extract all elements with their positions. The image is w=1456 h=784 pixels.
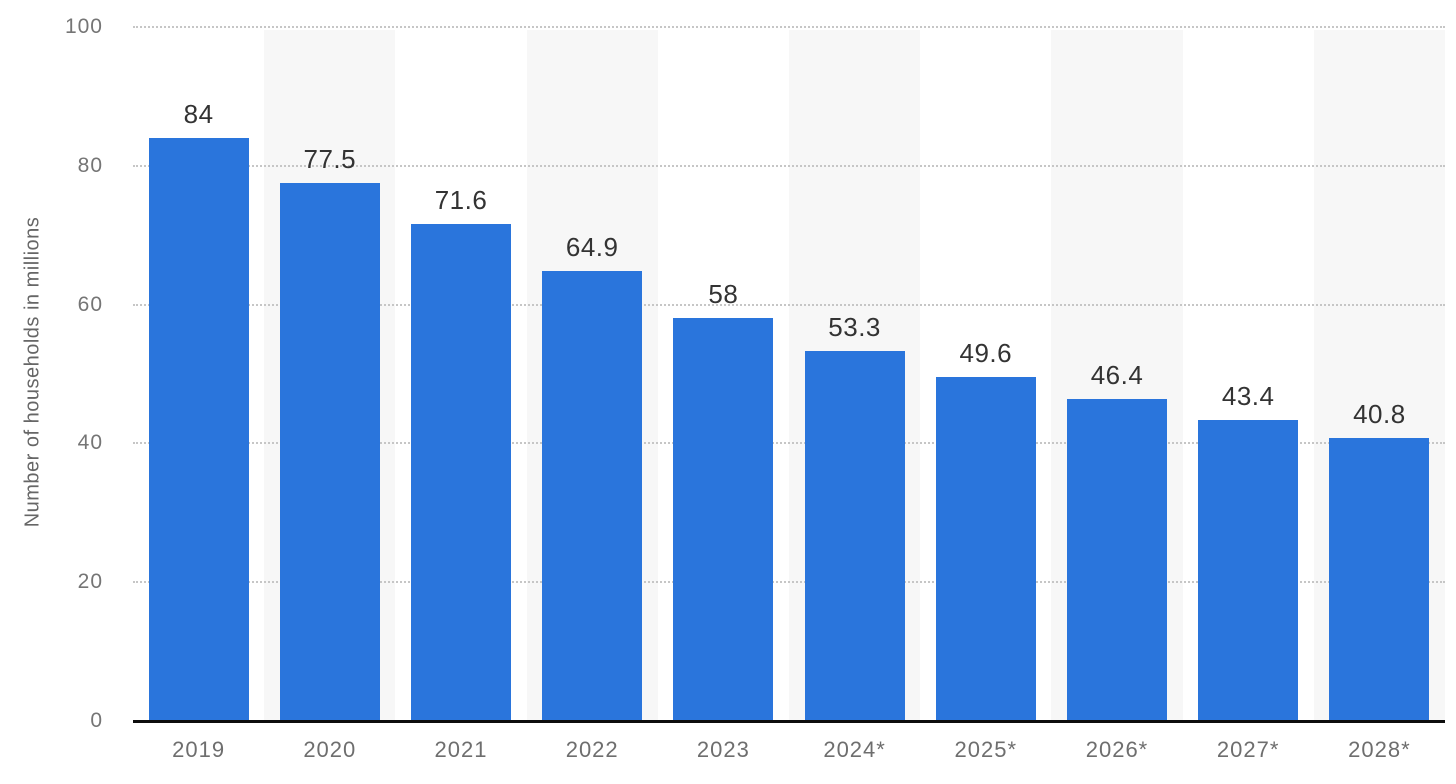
bar-value-label: 71.6 xyxy=(434,185,488,216)
bar-2024* xyxy=(804,351,905,721)
bar-2023 xyxy=(673,318,774,721)
bar-2028* xyxy=(1329,437,1430,721)
x-tick-label-2020: 2020 xyxy=(303,737,357,762)
y-tick-label: 100 xyxy=(64,15,103,38)
bar-value-label: 40.8 xyxy=(1353,398,1406,429)
x-tick-label-2028*: 2028* xyxy=(1348,737,1411,762)
y-tick-label: 40 xyxy=(77,431,103,455)
x-tick-label-2025*: 2025* xyxy=(954,737,1018,762)
bar-2027* xyxy=(1198,419,1299,721)
gridline-80 xyxy=(133,164,1445,167)
bar-2019 xyxy=(148,138,249,721)
x-tick-label-2021: 2021 xyxy=(434,737,488,762)
bar-value-label: 77.5 xyxy=(303,144,357,175)
y-tick-label: 20 xyxy=(77,570,103,594)
bar-2021 xyxy=(411,224,511,721)
gridline-100 xyxy=(133,26,1445,28)
bar-2025* xyxy=(935,376,1036,721)
x-tick-label-2023: 2023 xyxy=(696,737,750,762)
bar-2020 xyxy=(279,183,380,721)
bar-value-label: 84 xyxy=(183,99,214,130)
y-tick-label: 80 xyxy=(77,153,103,177)
x-tick-label-2019: 2019 xyxy=(172,737,226,762)
bar-value-label: 64.9 xyxy=(565,231,619,262)
gridline-20 xyxy=(133,581,1445,584)
bar-value-label: 49.6 xyxy=(959,337,1013,368)
gridline-60 xyxy=(133,303,1445,306)
plot-area: 84 77.5 71.6 64.9 58 53.3 49.6 46.4 43.4 40.8 xyxy=(133,26,1445,723)
x-tick-label-2027*: 2027* xyxy=(1216,737,1280,762)
y-axis-title: Number of households in millions xyxy=(21,216,44,528)
bar-2022 xyxy=(542,270,643,721)
gridline-40 xyxy=(133,442,1445,445)
x-axis-line xyxy=(133,720,1445,723)
x-tick-label-2022: 2022 xyxy=(565,737,619,762)
bar-value-label: 58 xyxy=(708,279,739,310)
bar-2026* xyxy=(1067,398,1167,721)
x-tick-label-2026*: 2026* xyxy=(1085,737,1149,762)
bar-value-label: 43.4 xyxy=(1221,380,1275,411)
y-tick-label: 0 xyxy=(90,709,103,732)
bar-value-label: 53.3 xyxy=(828,312,881,343)
x-tick-label-2024*: 2024* xyxy=(823,737,886,762)
bar-value-label: 46.4 xyxy=(1090,359,1144,390)
y-tick-label: 60 xyxy=(77,292,103,316)
